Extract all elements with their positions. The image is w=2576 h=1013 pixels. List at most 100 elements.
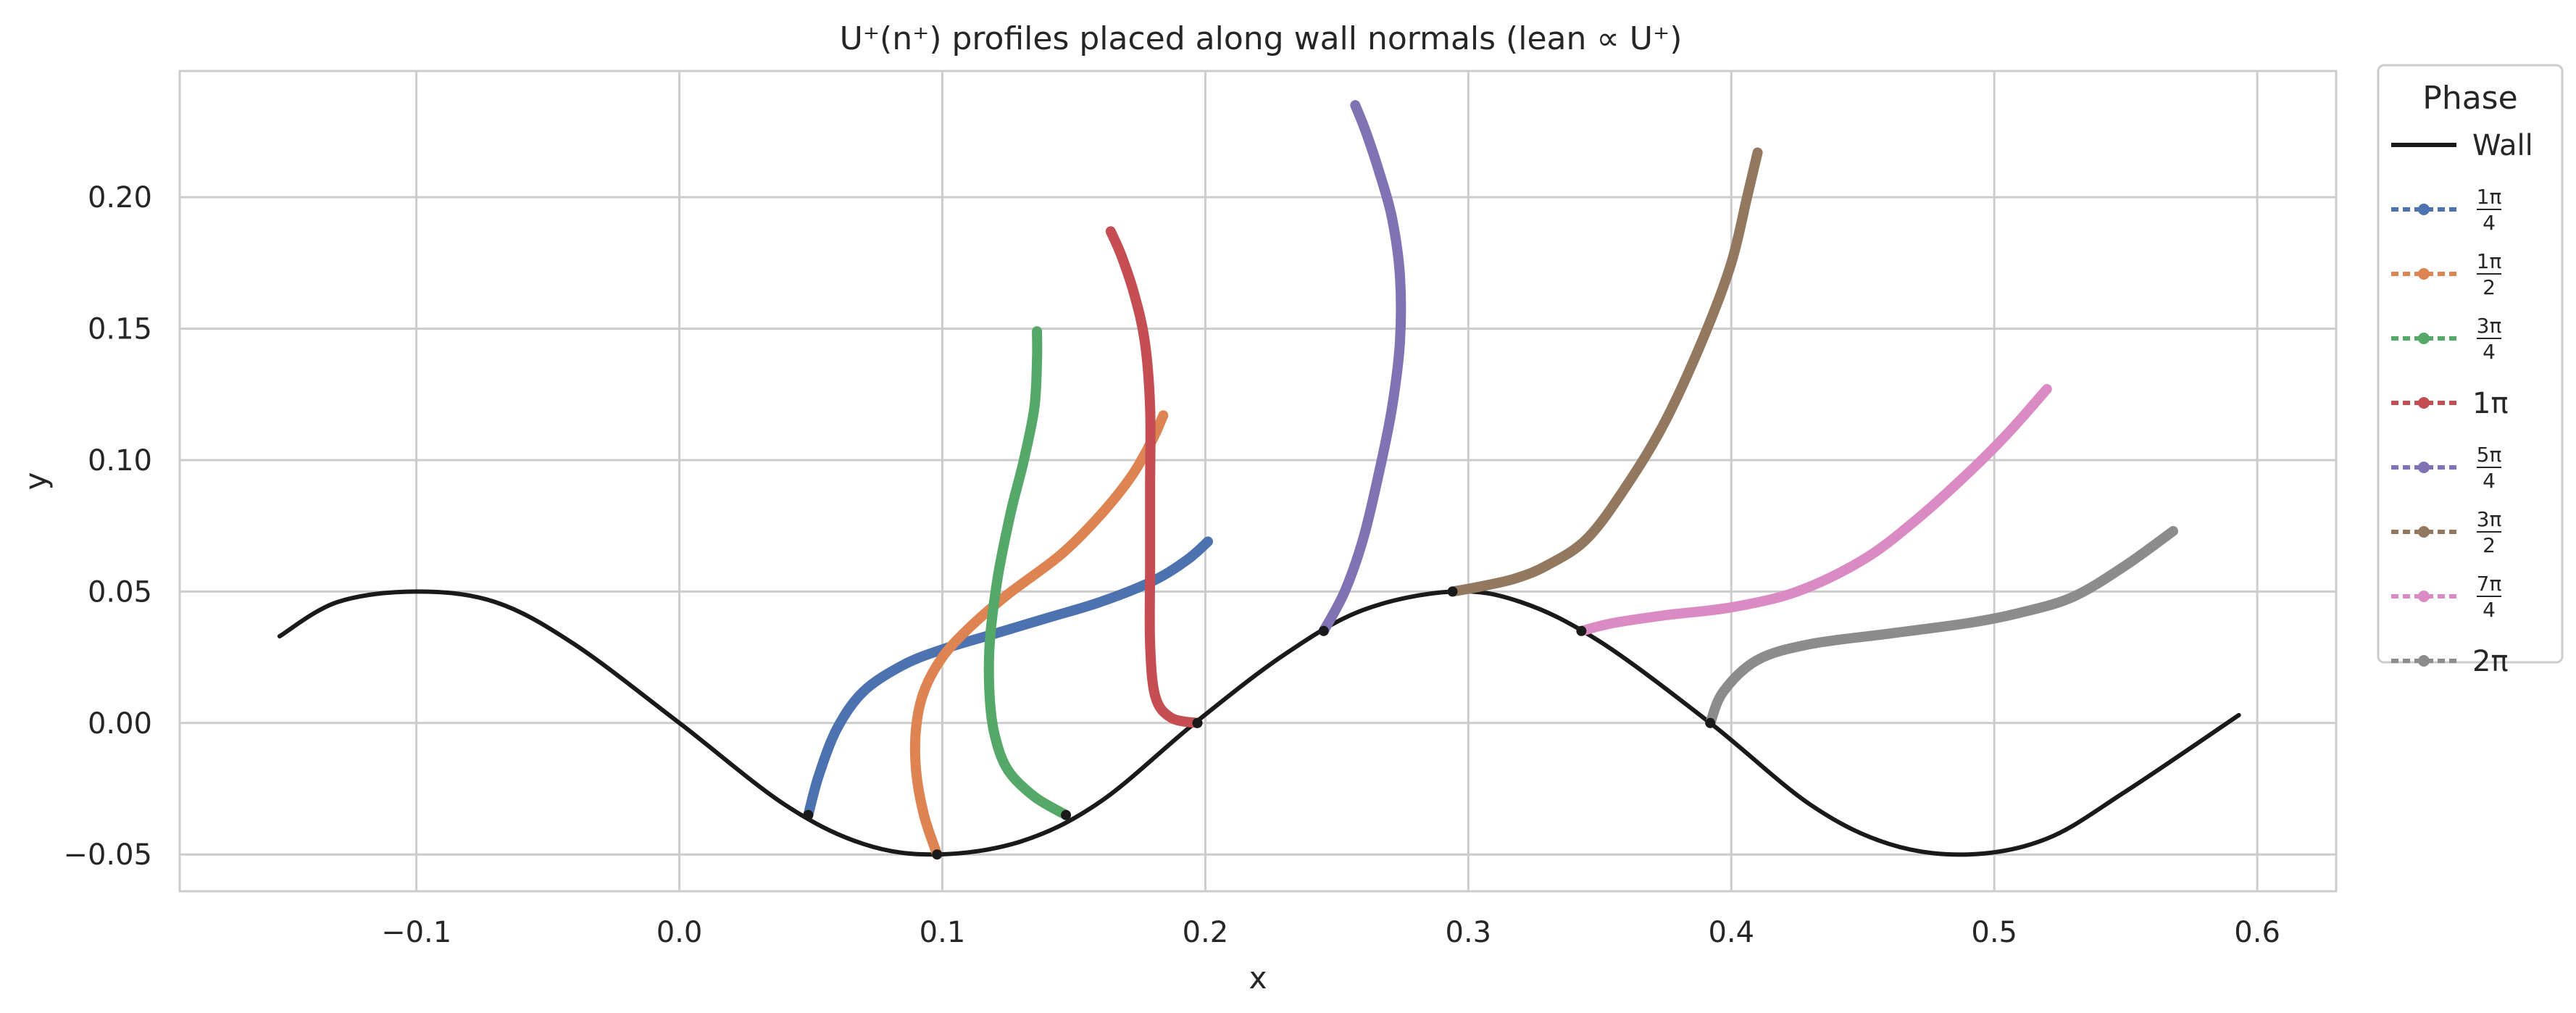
- data-point: [991, 732, 999, 740]
- data-point: [1033, 357, 1041, 364]
- data-point: [1375, 470, 1383, 478]
- data-point: [1056, 551, 1064, 559]
- data-point: [1375, 167, 1383, 175]
- legend-marker: [2418, 333, 2430, 344]
- y-tick-label: −0.05: [63, 838, 152, 872]
- wall-anchor-point: [803, 809, 814, 820]
- data-point: [1720, 688, 1727, 696]
- x-tick-label: 0.1: [920, 916, 966, 949]
- series-line-8: [1705, 525, 2178, 728]
- data-point: [1127, 472, 1135, 480]
- data-point: [920, 811, 928, 819]
- legend-label: 3π 4: [2477, 314, 2502, 364]
- wall-anchor-point: [1447, 586, 1458, 597]
- data-point: [1754, 149, 1762, 157]
- wall-layer: [277, 589, 2241, 857]
- data-point: [1141, 338, 1149, 346]
- data-point: [1543, 562, 1551, 570]
- series-line-2: [909, 410, 1169, 860]
- data-point: [1351, 101, 1359, 109]
- wall-anchor-point: [1576, 625, 1587, 636]
- data-point: [2017, 609, 2025, 617]
- data-point: [1609, 619, 1617, 627]
- series-line-7: [1576, 384, 2052, 636]
- legend-label: 7π 4: [2477, 572, 2502, 622]
- legend-marker: [2418, 526, 2430, 538]
- data-point: [1477, 583, 1485, 591]
- data-point: [920, 688, 928, 696]
- legend-entry: 7π 4: [2391, 572, 2501, 622]
- series-line-5: [1318, 100, 1406, 636]
- x-tick-label: 0.0: [656, 916, 703, 949]
- legend-entries: Wall 1π 4 1π 2 3π 4 1π 5π 4 3π 2 7π 4 2π: [2391, 129, 2533, 678]
- data-point: [1159, 412, 1167, 420]
- data-point: [899, 661, 907, 669]
- data-point: [1388, 404, 1396, 412]
- data-point: [1701, 330, 1709, 338]
- data-point: [985, 640, 993, 648]
- data-point: [1151, 693, 1159, 701]
- data-point: [1727, 604, 1735, 612]
- data-point: [1964, 619, 1972, 627]
- wall-anchor-point: [932, 849, 943, 860]
- chart-title: U⁺(n⁺) profiles placed along wall normal…: [840, 20, 1683, 57]
- wall-anchor-point: [1705, 717, 1716, 728]
- data-point: [993, 575, 1001, 583]
- data-point: [2169, 527, 2177, 535]
- data-point: [1362, 128, 1370, 136]
- data-point: [1662, 417, 1670, 425]
- legend-label: Wall: [2472, 129, 2533, 162]
- x-tick-labels: −0.1 0.0 0.1 0.2 0.3 0.4 0.5 0.6: [381, 916, 2280, 949]
- data-point: [1204, 538, 1212, 546]
- y-tick-label: 0.10: [88, 444, 152, 478]
- data-point: [1004, 591, 1012, 599]
- data-point: [1106, 228, 1114, 235]
- data-point: [985, 693, 993, 701]
- data-point: [2069, 593, 2077, 601]
- data-point: [1885, 630, 1893, 638]
- data-point: [1006, 509, 1014, 517]
- data-point: [1004, 767, 1012, 775]
- y-tick-label: 0.20: [88, 181, 152, 214]
- series-layer: [803, 100, 2178, 860]
- data-point: [1183, 556, 1191, 564]
- data-point: [1388, 214, 1396, 222]
- data-point: [1806, 640, 1814, 648]
- x-tick-label: −0.1: [381, 916, 451, 949]
- legend-marker: [2418, 655, 2430, 667]
- data-point: [1030, 793, 1038, 801]
- y-tick-labels: −0.05 0.00 0.05 0.10 0.15 0.20: [63, 181, 152, 872]
- data-point: [1146, 404, 1154, 412]
- x-tick-label: 0.4: [1708, 916, 1754, 949]
- data-point: [1622, 483, 1630, 491]
- legend-entry: Wall: [2391, 129, 2533, 162]
- series-line-6: [1447, 147, 1763, 597]
- wall-anchor-point: [1318, 625, 1329, 636]
- x-tick-label: 0.5: [1971, 916, 2017, 949]
- data-point: [1912, 517, 1920, 525]
- data-point: [833, 725, 841, 733]
- legend: Phase Wall 1π 4 1π 2 3π 4 1π 5π 4 3π 2 7π 4 2π: [2377, 64, 2564, 678]
- legend-frame: [2377, 64, 2564, 664]
- legend-label: 2π: [2472, 645, 2509, 678]
- y-tick-label: 0.05: [88, 575, 152, 609]
- data-point: [1146, 640, 1154, 648]
- data-point: [1396, 272, 1404, 280]
- data-point: [1167, 714, 1175, 722]
- data-point: [1512, 575, 1520, 583]
- data-point: [1396, 338, 1404, 346]
- data-point: [814, 772, 822, 780]
- data-point: [1146, 562, 1154, 570]
- legend-label: 1π 4: [2477, 185, 2502, 235]
- series-line-4: [1105, 226, 1203, 728]
- data-point: [1096, 598, 1104, 606]
- data-point: [1030, 404, 1038, 412]
- legend-marker: [2418, 268, 2430, 280]
- legend-entry: 3π 2: [2391, 507, 2501, 557]
- x-axis-label: x: [1249, 960, 1267, 996]
- y-axis-label: y: [18, 472, 54, 491]
- data-point: [1964, 470, 1972, 478]
- wall-line: [277, 589, 2241, 857]
- data-point: [1859, 556, 1867, 564]
- data-point: [1117, 251, 1125, 259]
